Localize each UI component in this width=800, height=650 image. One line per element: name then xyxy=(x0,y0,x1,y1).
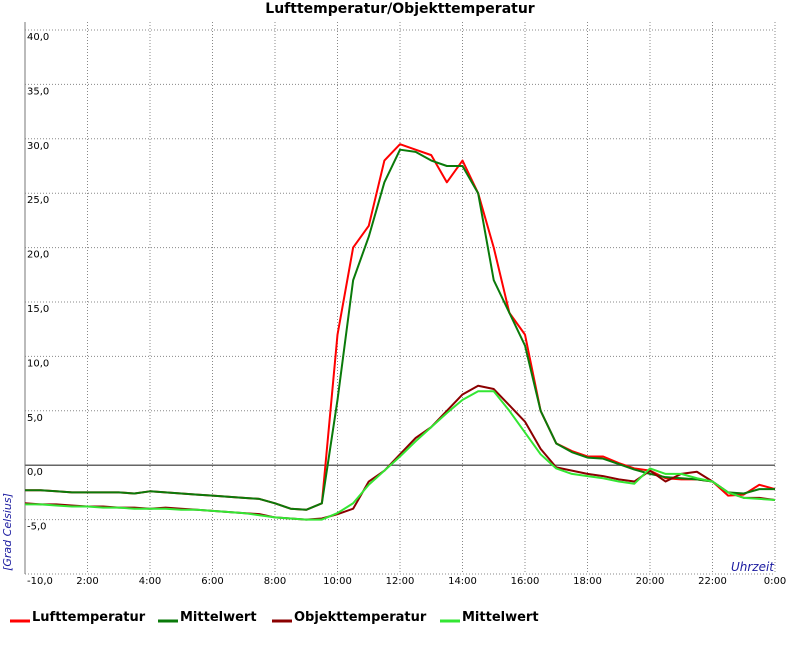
y-tick-label: 10,0 xyxy=(27,358,49,369)
x-tick-label: 18:00 xyxy=(573,576,602,587)
legend-label: Objekttemperatur xyxy=(294,610,427,625)
legend-label: Lufttemperatur xyxy=(32,610,146,625)
data-line xyxy=(25,148,775,511)
y-tick-label: -5,0 xyxy=(27,522,47,533)
y-tick-label: 20,0 xyxy=(27,250,49,261)
x-tick-label: 10:00 xyxy=(323,576,352,587)
chart-title: Lufttemperatur/Objekttemperatur xyxy=(265,1,535,17)
legend-label: Mittelwert xyxy=(462,610,539,625)
x-axis-label: Uhrzeit xyxy=(731,560,775,574)
x-tick-label: 16:00 xyxy=(511,576,540,587)
x-tick-label: 14:00 xyxy=(448,576,477,587)
x-tick-label: 20:00 xyxy=(636,576,665,587)
y-tick-label: 30,0 xyxy=(27,141,49,152)
x-tick-label: 8:00 xyxy=(264,576,286,587)
y-axis-label: [Grad Celsius] xyxy=(1,493,14,571)
y-tick-label: 40,0 xyxy=(27,32,49,43)
y-tick-label: -10,0 xyxy=(27,576,53,587)
y-tick-label: 15,0 xyxy=(27,304,49,315)
x-tick-label: 0:00 xyxy=(764,576,786,587)
y-tick-label: 5,0 xyxy=(27,413,43,424)
x-tick-label: 2:00 xyxy=(76,576,98,587)
x-tick-label: 6:00 xyxy=(201,576,223,587)
legend-label: Mittelwert xyxy=(180,610,257,625)
x-tick-label: 12:00 xyxy=(386,576,415,587)
y-tick-label: 25,0 xyxy=(27,195,49,206)
x-tick-label: 22:00 xyxy=(698,576,727,587)
data-line xyxy=(25,390,776,521)
y-tick-label: 0,0 xyxy=(27,467,43,478)
y-tick-label: 35,0 xyxy=(27,86,49,97)
x-tick-label: 4:00 xyxy=(139,576,161,587)
